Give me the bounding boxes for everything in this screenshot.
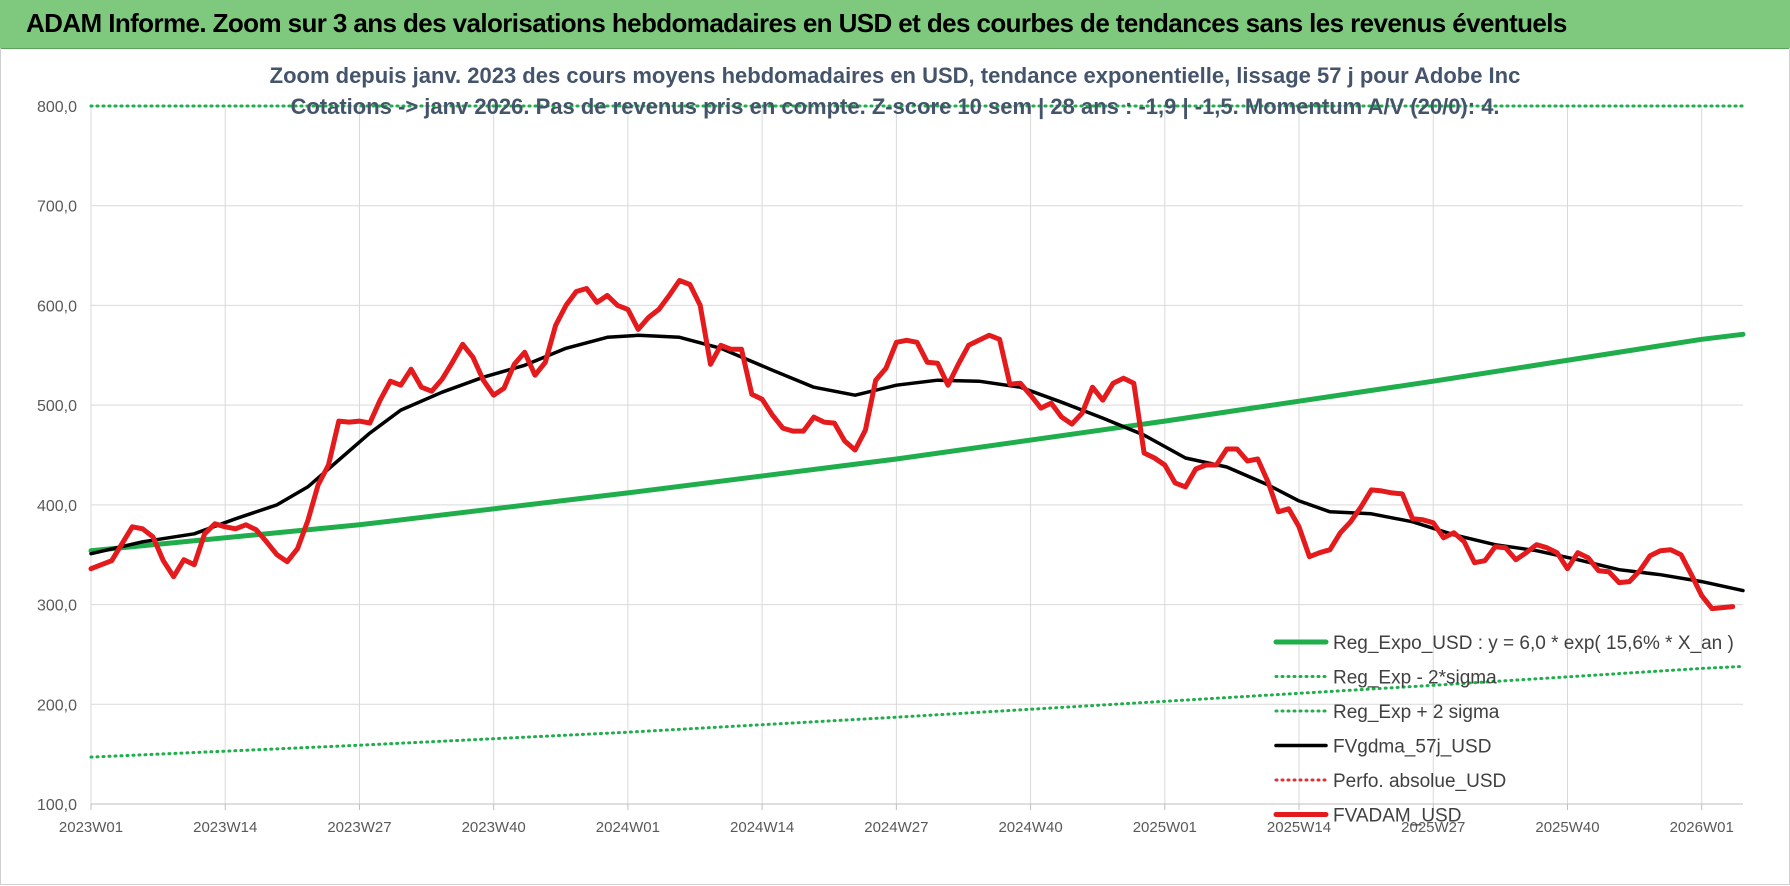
legend-label: Reg_Exp - 2*sigma (1333, 668, 1497, 689)
x-tick-label: 2025W01 (1133, 819, 1197, 836)
legend-label: FVADAM_USD (1333, 806, 1461, 827)
series-line-1 (89, 664, 1745, 759)
y-tick-label: 600,0 (37, 298, 77, 315)
line-chart: 100,0 200,0 300,0 400,0 500,0 600,0 700,0 800,0… (37, 63, 1746, 836)
series-line-5 (88, 278, 1736, 612)
legend-label: Perfo. absolue_USD (1333, 771, 1506, 792)
chart-area: 100,0 200,0 300,0 400,0 500,0 600,0 700,0 800,0… (0, 48, 1790, 885)
x-tick-label: 2024W27 (864, 819, 928, 836)
legend-label: Reg_Exp + 2 sigma (1333, 702, 1500, 723)
x-tick-label: 2023W14 (193, 819, 257, 836)
y-tick-label: 500,0 (37, 398, 77, 415)
grid-lines (90, 105, 1743, 805)
chart-subtitle: Cotations -> janv 2026. Pas de revenus p… (290, 94, 1499, 119)
x-tick-label: 2024W14 (730, 819, 794, 836)
legend: Reg_Expo_USD : y = 6,0 * exp( 15,6% * X_… (1273, 633, 1734, 827)
x-tick-label: 2024W01 (596, 819, 660, 836)
y-tick-label: 700,0 (37, 199, 77, 216)
x-tick-label: 2024W40 (998, 819, 1062, 836)
legend-label: FVgdma_57j_USD (1333, 737, 1491, 758)
y-tick-label: 300,0 (37, 598, 77, 615)
x-tick-label: 2025W14 (1267, 819, 1331, 836)
y-tick-label: 800,0 (37, 99, 77, 116)
x-tick-label: 2023W27 (327, 819, 391, 836)
y-tick-label: 400,0 (37, 498, 77, 515)
title-banner: ADAM Informe. Zoom sur 3 ans des valoris… (0, 0, 1790, 49)
x-axis: 2023W01 2023W14 2023W27 2023W40 2024W01 2024W… (59, 803, 1743, 836)
series-layer (88, 104, 1746, 759)
series-line-0 (88, 331, 1746, 554)
x-tick-label: 2025W40 (1535, 819, 1599, 836)
y-tick-label: 100,0 (37, 797, 77, 814)
legend-label: Reg_Expo_USD : y = 6,0 * exp( 15,6% * X_… (1333, 633, 1734, 654)
y-axis: 100,0 200,0 300,0 400,0 500,0 600,0 700,0 800,0 (37, 99, 77, 814)
x-tick-label: 2023W40 (462, 819, 526, 836)
x-tick-label: 2025W27 (1401, 819, 1465, 836)
chart-title: Zoom depuis janv. 2023 des cours moyens … (270, 63, 1521, 88)
x-tick-label: 2026W01 (1670, 819, 1734, 836)
banner-title: ADAM Informe. Zoom sur 3 ans des valoris… (26, 8, 1567, 38)
y-tick-label: 200,0 (37, 697, 77, 714)
x-tick-label: 2023W01 (59, 819, 123, 836)
